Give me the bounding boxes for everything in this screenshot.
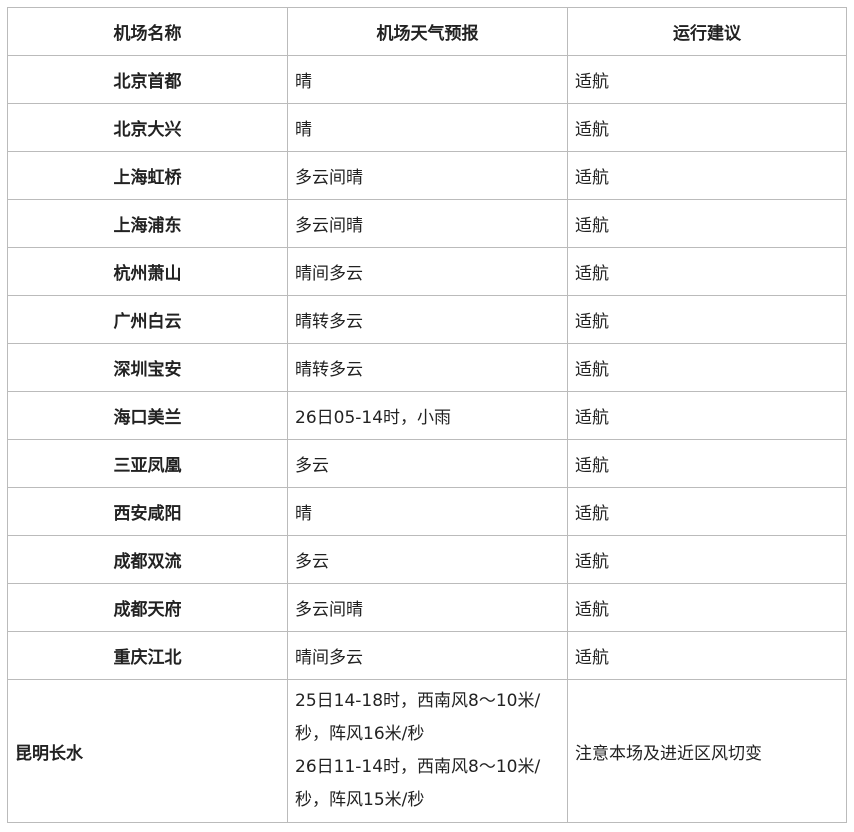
forecast-cell: 多云间晴 bbox=[287, 151, 568, 200]
table-row: 西安咸阳晴适航 bbox=[7, 487, 847, 536]
table-row: 上海浦东 多云间晴 适航 bbox=[7, 199, 847, 248]
airport-name: 深圳宝安 bbox=[7, 343, 288, 392]
forecast-cell: 多云间晴 bbox=[287, 199, 568, 248]
advice-cell: 适航 bbox=[567, 247, 847, 296]
header-airport: 机场名称 bbox=[7, 7, 288, 56]
forecast-cell: 晴 bbox=[287, 103, 568, 152]
airport-name: 北京首都 bbox=[7, 55, 288, 104]
forecast-cell: 多云 bbox=[287, 439, 568, 488]
advice-cell: 适航 bbox=[567, 487, 847, 536]
table-row: 北京首都晴适航 bbox=[7, 55, 847, 104]
advice-cell: 适航 bbox=[567, 55, 847, 104]
airport-name: 重庆江北 bbox=[7, 631, 288, 680]
table-row: 重庆江北 晴间多云 适航 bbox=[7, 631, 847, 680]
forecast-cell: 25日14-18时，西南风8～10米/秒，阵风16米/秒 26日11-14时，西… bbox=[287, 679, 568, 823]
table-row: 深圳宝安 晴转多云 适航 bbox=[7, 343, 847, 392]
airport-weather-table: 机场名称 机场天气预报 运行建议 北京首都晴适航 北京大兴晴适航 上海虹桥 多云间晴适… bbox=[7, 7, 847, 823]
advice-cell: 适航 bbox=[567, 535, 847, 584]
airport-name: 杭州萧山 bbox=[7, 247, 288, 296]
airport-name: 昆明长水 bbox=[7, 679, 288, 823]
forecast-line: 25日14-18时，西南风8～10米/秒，阵风16米/秒 bbox=[295, 691, 541, 744]
airport-name: 海口美兰 bbox=[7, 391, 288, 440]
forecast-line: 26日11-14时，西南风8～10米/秒，阵风15米/秒 bbox=[295, 757, 541, 810]
header-advice: 运行建议 bbox=[567, 7, 847, 56]
airport-name: 上海浦东 bbox=[7, 199, 288, 248]
advice-cell: 适航 bbox=[567, 295, 847, 344]
airport-name: 广州白云 bbox=[7, 295, 288, 344]
advice-cell: 适航 bbox=[567, 583, 847, 632]
table-header-row: 机场名称 机场天气预报 运行建议 bbox=[7, 7, 847, 56]
table-row: 三亚凤凰 多云 适航 bbox=[7, 439, 847, 488]
advice-cell: 适航 bbox=[567, 199, 847, 248]
forecast-cell: 26日05-14时，小雨 bbox=[287, 391, 568, 440]
advice-cell: 适航 bbox=[567, 439, 847, 488]
forecast-cell: 晴间多云 bbox=[287, 631, 568, 680]
airport-name: 西安咸阳 bbox=[7, 487, 288, 536]
airport-name: 成都双流 bbox=[7, 535, 288, 584]
table-row: 上海虹桥 多云间晴 适航 bbox=[7, 151, 847, 200]
header-forecast: 机场天气预报 bbox=[287, 7, 568, 56]
advice-cell: 适航 bbox=[567, 103, 847, 152]
forecast-cell: 多云间晴 bbox=[287, 583, 568, 632]
table-row: 成都天府 多云间晴 适航 bbox=[7, 583, 847, 632]
advice-cell: 适航 bbox=[567, 151, 847, 200]
forecast-cell: 晴 bbox=[287, 55, 568, 104]
forecast-cell: 晴转多云 bbox=[287, 295, 568, 344]
table-row: 成都双流 多云 适航 bbox=[7, 535, 847, 584]
forecast-cell: 晴转多云 bbox=[287, 343, 568, 392]
forecast-cell: 多云 bbox=[287, 535, 568, 584]
advice-cell: 适航 bbox=[567, 343, 847, 392]
forecast-cell: 晴 bbox=[287, 487, 568, 536]
advice-cell: 注意本场及进近区风切变 bbox=[567, 679, 847, 823]
table-row: 北京大兴晴适航 bbox=[7, 103, 847, 152]
airport-name: 北京大兴 bbox=[7, 103, 288, 152]
airport-name: 成都天府 bbox=[7, 583, 288, 632]
forecast-cell: 晴间多云 bbox=[287, 247, 568, 296]
table-row-last: 昆明长水 25日14-18时，西南风8～10米/秒，阵风16米/秒 26日11-… bbox=[7, 679, 847, 823]
advice-cell: 适航 bbox=[567, 631, 847, 680]
table-row: 广州白云 晴转多云 适航 bbox=[7, 295, 847, 344]
airport-name: 三亚凤凰 bbox=[7, 439, 288, 488]
airport-name: 上海虹桥 bbox=[7, 151, 288, 200]
advice-cell: 适航 bbox=[567, 391, 847, 440]
table-row: 杭州萧山 晴间多云 适航 bbox=[7, 247, 847, 296]
table-row: 海口美兰 26日05-14时，小雨 适航 bbox=[7, 391, 847, 440]
